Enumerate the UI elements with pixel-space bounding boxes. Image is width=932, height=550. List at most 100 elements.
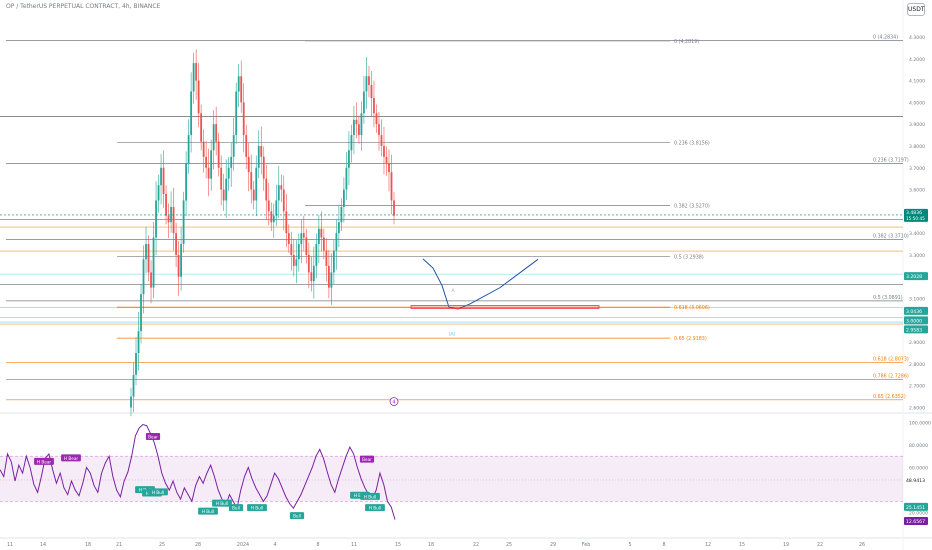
candle-body (250, 172, 253, 190)
rsi-signal-label: H Bull (202, 509, 214, 514)
price-tick-label: 4.3000 (909, 35, 925, 41)
rsi-signal-label: H Bull (216, 501, 228, 506)
candle-body (332, 250, 335, 273)
candle-body (205, 156, 208, 168)
rsi-signal-label: H Bull (251, 506, 263, 511)
candle-body (255, 167, 258, 201)
price-tick-label: 3.3000 (909, 253, 925, 259)
candle-body (327, 265, 330, 288)
rsi-signal-label: Bull (293, 514, 301, 519)
candle-body (285, 211, 288, 234)
candle-body (383, 145, 385, 157)
candle-body (363, 91, 365, 114)
candle-body (355, 119, 358, 125)
candle-body (167, 215, 170, 223)
symbol-title: OP / TetherUS PERPETUAL CONTRACT, 4h, BI… (6, 3, 161, 10)
time-tick-label: 21 (116, 542, 122, 548)
candle-body (130, 396, 132, 408)
candle-body (145, 244, 147, 260)
rsi-signal-bg (34, 457, 54, 465)
time-tick-label: 8 (662, 542, 665, 548)
candle-body (235, 91, 238, 136)
candle-body (282, 189, 285, 212)
candle-body (185, 163, 188, 201)
candle-body (295, 259, 298, 266)
candle-body (195, 63, 198, 81)
rsi-signal-bg (212, 499, 232, 507)
time-tick-label: 11 (7, 542, 13, 548)
candle-body (388, 163, 390, 173)
fib-level-label: 0.786 (2.7286) (873, 373, 909, 379)
candle-body (257, 145, 260, 168)
candle-body (390, 172, 393, 201)
time-tick-label: Feb (582, 542, 591, 548)
candle-body (310, 272, 313, 282)
rsi-value-tag: 25.1451 (906, 505, 925, 511)
candle-body (300, 233, 303, 245)
candle-body (370, 84, 373, 99)
price-axis-tag: 3.2028 (906, 274, 922, 280)
time-tick-label: 5 (628, 542, 631, 548)
candle-body (242, 102, 245, 136)
rsi-signal-label: H Bear (37, 459, 51, 464)
candle-body (358, 124, 360, 136)
rsi-signal-label: H Bull (354, 493, 366, 498)
candle-body (132, 374, 135, 397)
rsi-signal-label: Bear (362, 457, 372, 462)
candle-body (368, 76, 370, 85)
fib-level-label: 0.65 (2.9183) (674, 336, 707, 342)
candle-body (245, 135, 248, 157)
time-tick-label: 29 (550, 542, 556, 548)
rsi-signal-label: Bear (148, 434, 158, 439)
candle-body (350, 135, 353, 151)
rsi-signal-label: Bull (232, 506, 240, 511)
price-tick-label: 2.6000 (909, 406, 925, 412)
candle-body (385, 156, 388, 164)
candle-body (135, 353, 137, 375)
rsi-signal-bg (148, 488, 168, 496)
candle-body (200, 113, 203, 142)
price-tick-label: 3.7000 (909, 166, 925, 172)
current-price-tag-bg (904, 208, 928, 222)
currency-button[interactable]: USDT (907, 3, 925, 16)
candle-body (215, 124, 218, 142)
time-tick-label: 14 (40, 542, 46, 548)
time-tick-label: 19 (783, 542, 789, 548)
candle-body (150, 272, 152, 288)
rsi-signal-bg (289, 512, 305, 520)
price-axis-tag: 3.0436 (906, 309, 922, 315)
time-tick-label: 22 (817, 542, 823, 548)
rsi-signal-bg (61, 454, 81, 462)
candle-body (353, 119, 355, 136)
rsi-band (0, 456, 903, 502)
rsi-signal-bg (228, 504, 244, 512)
candle-body (197, 80, 200, 114)
candle-body (345, 167, 348, 190)
price-axis-tag: 2.9583 (906, 327, 922, 333)
rsi-signal-bg (359, 455, 375, 463)
candle-body (348, 150, 350, 168)
price-tick-label: 3.4000 (909, 231, 925, 237)
projection-path (422, 258, 539, 310)
candle-body (393, 200, 395, 216)
rsi-tick-label: 60.0000 (909, 465, 928, 471)
candle-body (160, 167, 162, 186)
candle-body (312, 265, 315, 282)
candle-body (317, 228, 320, 245)
target-zone (410, 305, 600, 309)
fib-level-label: 0 (4.2834) (873, 35, 898, 41)
candle-body (147, 244, 150, 273)
candle-body (172, 206, 175, 234)
current-price-label: 3.4836 (906, 210, 922, 216)
time-tick-label: 2024 (237, 542, 249, 548)
price-tick-label: 3.6000 (909, 188, 925, 194)
candle-body (280, 185, 283, 190)
candle-body (325, 250, 328, 266)
candle-body (290, 244, 293, 255)
candle-body (360, 113, 363, 136)
candle-body (210, 150, 213, 179)
candle-body (157, 185, 160, 201)
candle-body (237, 76, 240, 92)
wave-marker-circle (389, 397, 399, 406)
